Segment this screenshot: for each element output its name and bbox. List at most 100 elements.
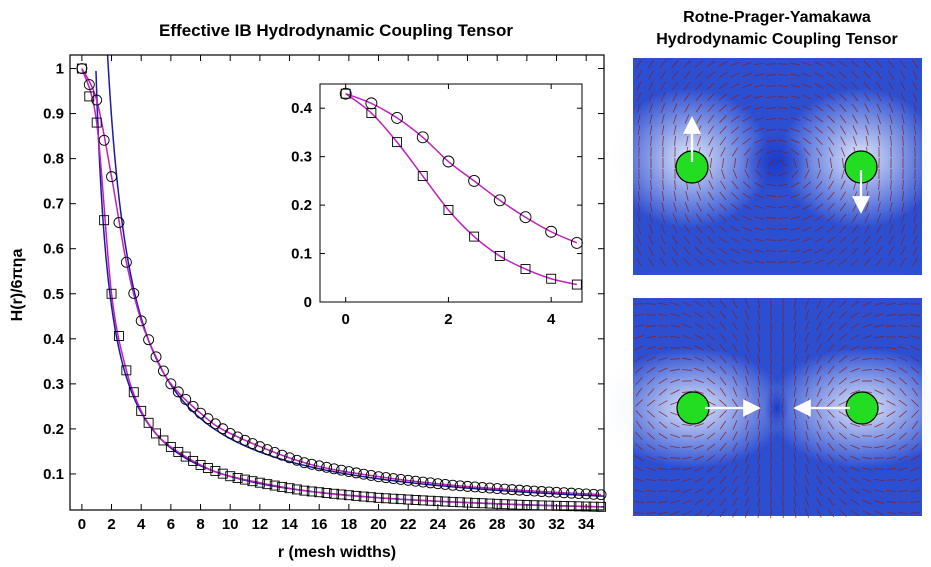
field-line-segment [790, 127, 800, 133]
data-point-circle [476, 482, 488, 493]
field-line-segment [850, 367, 860, 373]
field-line-segment [782, 397, 784, 409]
field-line-segment [814, 248, 824, 254]
field-line-segment [694, 433, 704, 439]
field-line-segment [744, 475, 750, 485]
field-line-segment [733, 157, 737, 169]
field-line-segment [838, 432, 848, 440]
field-line-segment [757, 442, 761, 452]
main-markers [76, 63, 607, 512]
data-point-square [299, 485, 310, 496]
field-line-segment [911, 420, 919, 430]
field-line-segment [862, 323, 872, 329]
x-tick-label: 34 [578, 516, 595, 533]
data-point-square [306, 486, 317, 497]
field-line-segment [862, 357, 872, 361]
field-line-segment [841, 157, 845, 169]
field-line-segment [913, 114, 917, 124]
field-line-segment [754, 138, 764, 144]
field-line-segment [765, 250, 777, 252]
field-line-segment [744, 508, 750, 518]
right-title-line2: Hydrodynamic Coupling Tensor [656, 31, 898, 48]
data-point-square [254, 477, 265, 488]
data-point-circle [536, 486, 548, 497]
field-line-segment [827, 453, 835, 463]
data-point-circle [402, 474, 414, 486]
data-point-circle [217, 423, 229, 435]
data-point-circle [469, 481, 481, 493]
field-line-segment [777, 74, 789, 76]
field-line-segment [757, 431, 761, 441]
field-line-segment [838, 247, 848, 255]
inset-data-point-square [494, 251, 505, 261]
inset-y-tick-label: 0.2 [291, 197, 312, 214]
field-line-segment [827, 486, 835, 496]
field-line-segment [670, 489, 680, 493]
field-line-segment [850, 300, 860, 308]
field-line-segment [793, 486, 797, 496]
inset-data-point-square [417, 171, 428, 181]
field-line-segment [875, 257, 883, 267]
field-line-segment [695, 235, 703, 245]
field-line-segment [838, 421, 848, 429]
field-line-segment [850, 422, 860, 428]
data-point-circle [306, 458, 318, 470]
field-line-segment [850, 466, 860, 472]
field-line-segment [633, 501, 645, 503]
field-line-segment [793, 386, 797, 398]
field-line-segment [742, 83, 752, 89]
data-point-circle [395, 473, 407, 485]
field-line-segment [719, 354, 727, 364]
field-line-segment [658, 388, 668, 396]
field-line-segment [827, 431, 835, 441]
field-line-segment [719, 464, 727, 474]
field-line-segment [912, 235, 918, 245]
field-line-segment [719, 376, 727, 386]
field-line-segment [910, 478, 920, 482]
field-line-segment [670, 500, 680, 504]
field-line-segment [770, 408, 772, 420]
field-line-segment [829, 157, 833, 169]
field-line-segment [660, 224, 666, 234]
field-line-segment [683, 235, 691, 245]
field-line-segment [814, 83, 824, 89]
field-line-segment [646, 356, 656, 362]
field-line-segment [765, 118, 777, 120]
field-line-segment [877, 191, 881, 201]
field-line-segment [681, 446, 693, 448]
field-line-segment [839, 498, 847, 506]
left-title: Effective IB Hydrodynamic Coupling Tenso… [159, 21, 513, 40]
inset-data-point-square [546, 273, 557, 284]
field-line-segment [909, 314, 921, 316]
field-line-segment [874, 434, 884, 438]
data-point-circle [284, 452, 295, 464]
field-line-segment [874, 324, 884, 328]
field-line-segment [912, 246, 918, 256]
field-line-segment [742, 204, 752, 210]
field-line-segment [649, 114, 653, 124]
field-line-segment [770, 441, 772, 453]
data-point-circle [462, 480, 473, 492]
field-line-segment [658, 357, 668, 361]
field-line-segment [682, 499, 692, 505]
field-line-segment [790, 106, 800, 110]
field-line-segment [790, 227, 800, 231]
field-line-segment [899, 257, 907, 267]
field-line-segment [862, 301, 872, 307]
field-line-segment [637, 190, 641, 202]
field-line-segment [672, 213, 678, 223]
field-line-segment [851, 224, 859, 234]
field-line-segment [646, 346, 656, 350]
field-line-segment [732, 409, 738, 419]
field-line-segment [790, 84, 800, 88]
field-line-segment [766, 171, 776, 177]
y-tick-label: 0.3 [43, 376, 64, 393]
field-line-segment [885, 313, 897, 317]
data-point-circle [336, 464, 347, 476]
field-line-segment [671, 59, 679, 69]
field-line-segment [635, 420, 643, 430]
x-tick-label: 26 [459, 516, 476, 533]
field-line-segment [757, 365, 761, 375]
field-line-segment [782, 441, 784, 453]
field-line-segment [765, 85, 777, 87]
